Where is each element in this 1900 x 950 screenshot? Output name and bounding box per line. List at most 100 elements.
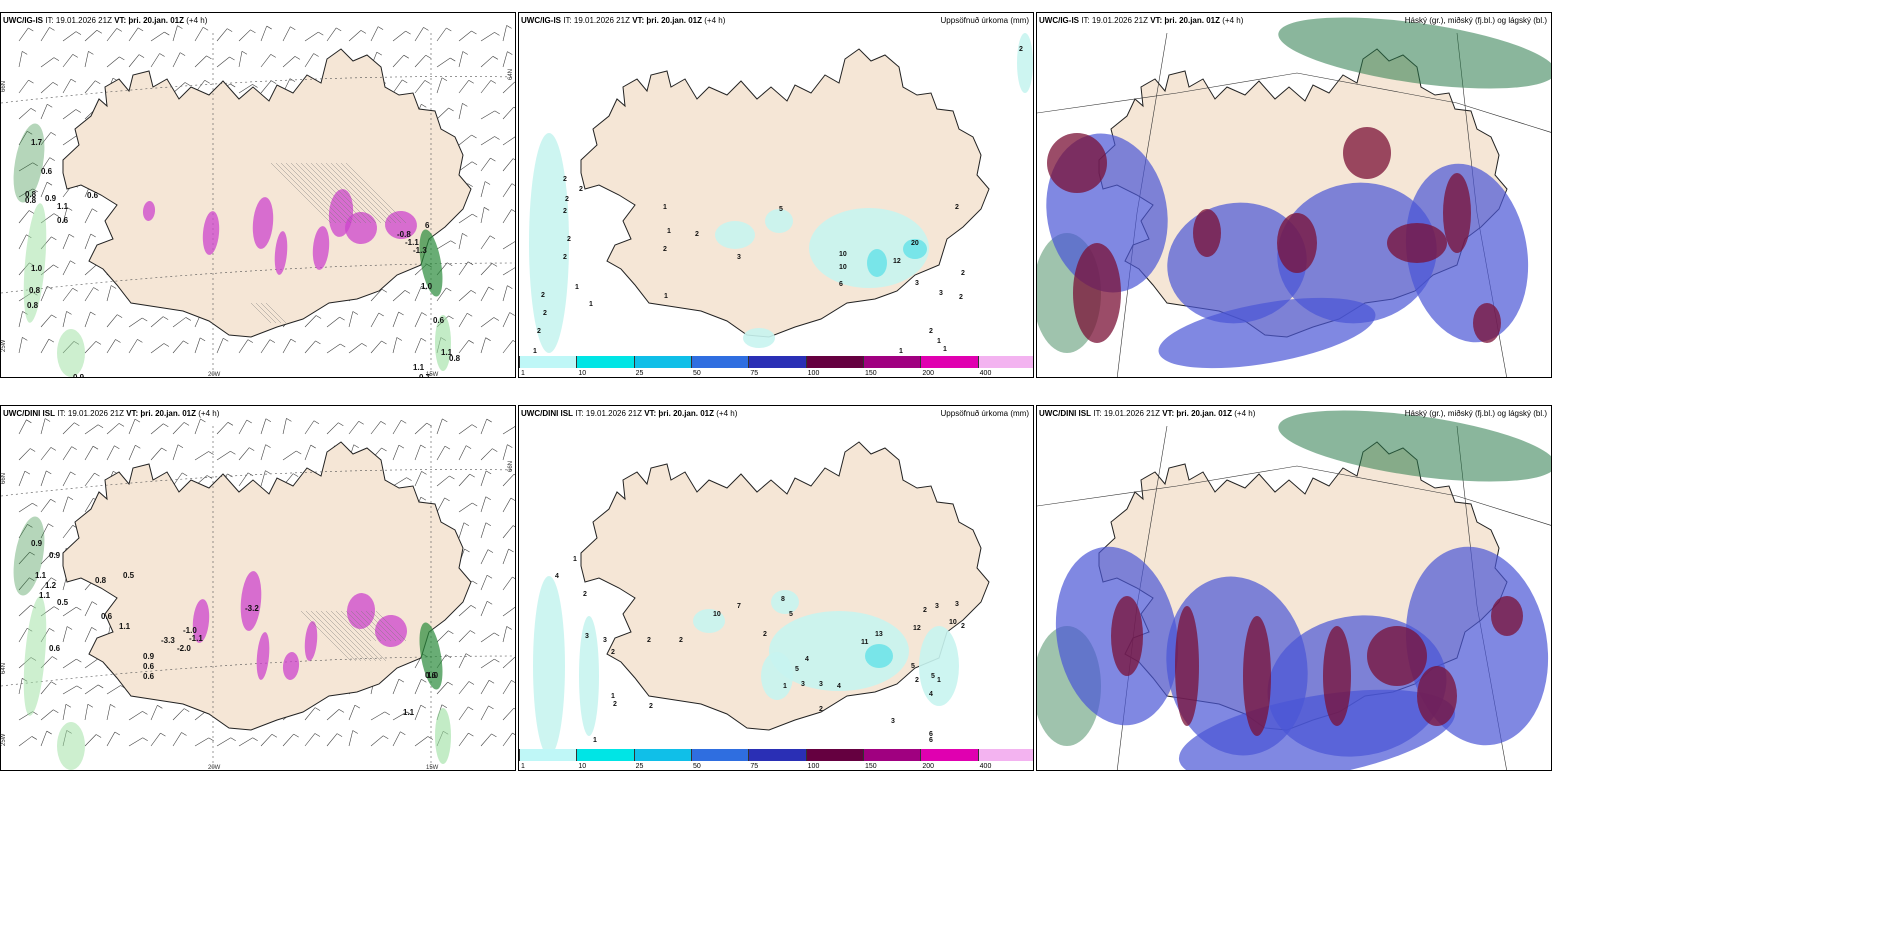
wind-barb-flag: [513, 106, 515, 109]
wind-barb: [18, 188, 33, 198]
wind-barb: [480, 235, 491, 250]
value-label: 5: [779, 206, 783, 213]
value-label: -0.8: [397, 230, 411, 239]
wind-barb-flag: [246, 419, 252, 424]
value-label: 1: [664, 293, 668, 300]
wind-barb-flag: [426, 422, 432, 427]
wind-barb: [216, 737, 231, 747]
hatch-line: [345, 640, 367, 662]
wind-barb: [480, 110, 495, 120]
wind-barb: [480, 575, 488, 591]
colorbar-label: 200: [922, 370, 935, 377]
colorbar-label: 100: [807, 370, 820, 377]
wind-barb-flag: [420, 704, 426, 709]
wind-barb-flag: [470, 290, 477, 294]
precip-area: [579, 616, 599, 736]
wind-barb: [458, 681, 470, 695]
wind-barb-flag: [420, 444, 426, 449]
wind-barb-flag: [381, 288, 388, 293]
rain-area: [435, 708, 451, 764]
wind-barb: [18, 628, 28, 643]
wind-barb-flag: [53, 606, 60, 610]
wind-barb-flag: [230, 451, 236, 455]
wind-barb-flag: [93, 287, 99, 291]
wind-barb: [502, 51, 508, 68]
wind-barb: [40, 82, 54, 94]
lead-time: (+4 h): [1222, 16, 1244, 25]
wind-barb: [18, 131, 28, 146]
wind-barb: [62, 446, 72, 461]
wind-barb: [480, 337, 486, 354]
wind-barb: [18, 471, 26, 487]
wind-barb: [238, 737, 253, 747]
vt-label: VT:: [632, 16, 645, 25]
value-label: 2: [647, 637, 651, 644]
wind-barb-flag: [315, 315, 322, 319]
wind-barb: [502, 136, 515, 146]
parallel-line: [1, 469, 515, 497]
wind-barb: [304, 733, 316, 747]
panel-header: UWC/DINI ISL IT: 19.01.2026 21Z VT: þri.…: [3, 409, 219, 418]
wind-barb: [18, 524, 28, 539]
wind-barb-flag: [181, 732, 187, 736]
init-time: IT: 19.01.2026 21Z: [45, 16, 112, 25]
wind-barb: [480, 263, 493, 276]
hatch-line: [360, 640, 382, 662]
panel-dini-clouds: UWC/DINI ISL IT: 19.01.2026 21Z VT: þri.…: [1036, 405, 1552, 771]
high-cloud: [1278, 410, 1551, 482]
wind-barb: [392, 54, 405, 68]
wind-barb-flag: [490, 80, 497, 84]
wind-barb-flag: [404, 290, 411, 294]
value-label: 0.9: [45, 194, 57, 203]
value-label: 2: [1019, 46, 1023, 53]
panel-header: UWC/DINI ISL IT: 19.01.2026 21Z VT: þri.…: [521, 409, 737, 418]
value-label: 8: [781, 596, 785, 603]
wind-barb: [40, 499, 51, 513]
wind-barb: [84, 498, 94, 513]
hatch-line: [375, 610, 407, 642]
wind-barb: [18, 678, 23, 695]
wind-barb: [84, 684, 99, 695]
wind-barb-flag: [398, 444, 405, 449]
wind-barb-flag: [445, 654, 452, 659]
snow-area: [312, 226, 330, 270]
value-label: 0.7: [419, 373, 431, 378]
mid-cloud: [1175, 606, 1199, 726]
wind-barb-flag: [76, 606, 82, 611]
wind-barb: [194, 55, 207, 68]
wind-barb-flag: [271, 734, 278, 738]
wind-barb-flag: [472, 213, 478, 218]
wind-barb-flag: [87, 703, 94, 708]
wind-barb-flag: [71, 446, 77, 450]
wind-barb-flag: [202, 26, 209, 31]
value-label: 2: [565, 196, 569, 203]
value-label: 0.5: [57, 598, 69, 607]
hatch-line: [260, 302, 282, 324]
wind-barb-flag: [88, 51, 94, 55]
wind-barb: [40, 338, 50, 354]
wind-barb: [150, 31, 165, 42]
colorbar-label: 75: [750, 370, 759, 377]
wind-barb-flag: [110, 704, 116, 708]
lon-label: 20W: [208, 765, 221, 771]
wind-barb: [216, 338, 224, 354]
wind-barb: [480, 80, 492, 94]
wind-barb-flag: [67, 207, 73, 211]
wind-barb: [84, 704, 89, 721]
wind-barb-flag: [340, 343, 346, 348]
wind-barb-flag: [49, 157, 55, 161]
hatch-line: [295, 162, 357, 224]
hatch-line: [350, 640, 372, 662]
wind-barb: [62, 54, 74, 68]
value-label: 2: [663, 246, 667, 253]
wind-barb: [62, 311, 67, 328]
wind-barb: [84, 734, 97, 747]
rain-area: [419, 229, 443, 297]
snow-area: [192, 599, 210, 643]
wind-barb: [304, 53, 314, 68]
wind-barb: [18, 551, 30, 565]
wind-barb-flag: [492, 448, 498, 452]
wind-barb: [458, 502, 473, 513]
wind-barb: [502, 426, 515, 435]
wind-barb: [128, 445, 136, 461]
